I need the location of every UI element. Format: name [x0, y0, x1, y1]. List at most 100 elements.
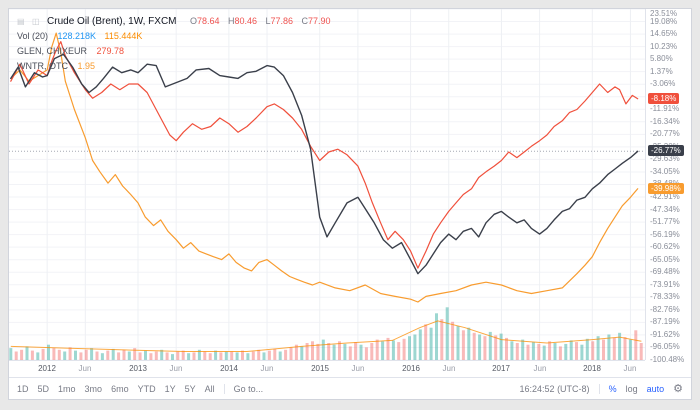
price-tick-label: -51.77% — [650, 217, 680, 227]
price-tick-label: -16.34% — [650, 116, 680, 126]
price-tick-label: 19.08% — [650, 16, 678, 26]
chart-plot-area[interactable]: ▤ ◫ Crude Oil (Brent), 1W, FXCM O78.64 H… — [9, 9, 645, 360]
volume-bar — [300, 346, 304, 360]
price-tick-label: -20.77% — [650, 129, 680, 139]
price-chart-canvas — [9, 9, 645, 360]
volume-bar — [548, 341, 552, 360]
volume-bar — [294, 344, 298, 360]
volume-bar — [639, 343, 643, 360]
volume-bar — [84, 349, 88, 360]
volume-bar — [262, 352, 266, 360]
bottom-toolbar: 1D 5D 1mo 3mo 6mo YTD 1Y 5Y All Go to... 16:24:52… — [9, 377, 691, 399]
volume-bar — [278, 351, 282, 360]
series-line — [10, 40, 639, 269]
range-button-5d[interactable]: 5D — [37, 383, 50, 394]
volume-bar — [154, 351, 158, 360]
range-button-5y[interactable]: 5Y — [184, 383, 196, 394]
range-button-1y[interactable]: 1Y — [164, 383, 176, 394]
toolbar-divider — [598, 383, 600, 394]
volume-bar — [542, 345, 546, 360]
price-tick-label: 23.51% — [650, 9, 678, 18]
volume-bar — [553, 343, 557, 360]
volume-bar — [364, 347, 368, 360]
price-tick-label: -29.63% — [650, 154, 680, 164]
range-buttons: 1D 5D 1mo 3mo 6mo YTD 1Y 5Y All Go to... — [17, 383, 272, 394]
volume-bar — [435, 313, 438, 360]
volume-bar — [354, 342, 358, 360]
price-tick-label: -56.19% — [650, 229, 680, 239]
range-button-all[interactable]: All — [204, 383, 215, 394]
volume-bar — [327, 343, 331, 360]
auto-scale-toggle[interactable]: auto — [646, 383, 665, 394]
volume-ma-line — [10, 320, 642, 352]
price-tick-label: -60.62% — [650, 242, 680, 252]
volume-bar — [585, 338, 589, 360]
range-button-6mo[interactable]: 6mo — [111, 383, 129, 394]
volume-bar — [472, 332, 476, 360]
range-button-3mo[interactable]: 3mo — [84, 383, 103, 394]
volume-bar — [52, 348, 56, 360]
range-button-1mo[interactable]: 1mo — [58, 383, 76, 394]
toolbar-divider — [223, 383, 225, 394]
volume-bar — [208, 353, 212, 360]
time-tick-label: 2018 — [583, 364, 601, 373]
price-axis[interactable]: 23.51% 19.08% 14.65% 10.23% 5.80% 1.37% -3.06%… — [645, 9, 691, 364]
price-tick-label: -82.76% — [650, 304, 680, 314]
time-axis[interactable]: 2012 Jun 2013 Jun 2014 Jun 2015 Jun 2016 Jun 2017 J… — [9, 360, 645, 377]
volume-bar — [316, 343, 320, 360]
volume-bar — [284, 349, 288, 360]
volume-bar — [408, 336, 411, 360]
volume-bar — [445, 307, 449, 360]
time-tick-label: Jun — [78, 364, 92, 373]
price-tick-label: 1.37% — [650, 66, 673, 76]
price-tick-label: -42.91% — [650, 192, 680, 202]
log-scale-toggle[interactable]: log — [625, 383, 638, 394]
goto-date-button[interactable]: Go to... — [233, 383, 264, 394]
volume-bar — [537, 343, 541, 360]
time-tick-label: Jun — [533, 364, 547, 373]
volume-bar — [224, 351, 228, 360]
volume-bar — [607, 334, 611, 360]
axis-settings-gear-icon[interactable]: ⚙ — [673, 383, 683, 395]
volume-bar — [558, 346, 562, 360]
volume-bar — [41, 348, 45, 360]
series-line — [10, 32, 639, 303]
range-button-1d[interactable]: 1D — [17, 383, 29, 394]
volume-bar — [348, 346, 352, 360]
clock[interactable]: 16:24:52 (UTC-8) — [519, 383, 590, 394]
volume-bar — [510, 341, 514, 360]
range-button-ytd[interactable]: YTD — [137, 383, 156, 394]
volume-bar — [122, 349, 126, 360]
volume-bar — [214, 350, 218, 360]
volume-bar — [440, 319, 444, 360]
volume-bar — [311, 341, 314, 360]
price-tick-label: -65.05% — [650, 254, 680, 264]
volume-bar — [515, 343, 519, 360]
volume-bar — [79, 352, 83, 360]
percent-scale-toggle[interactable]: % — [608, 383, 617, 394]
volume-bar — [521, 339, 525, 360]
volume-bar — [57, 349, 61, 360]
volume-bar — [203, 351, 207, 360]
volume-bar — [612, 337, 616, 360]
volume-bar — [138, 352, 142, 360]
price-tick-label: -87.19% — [650, 317, 680, 327]
volume-bar — [531, 342, 535, 360]
volume-bar — [111, 348, 115, 360]
volume-bar — [499, 333, 503, 360]
time-tick-label: 2013 — [129, 364, 147, 373]
volume-bar — [451, 321, 455, 360]
price-tick-label: -96.05% — [650, 342, 680, 352]
price-tick-label: -100.48% — [650, 355, 685, 364]
time-tick-label: 2014 — [220, 364, 238, 373]
volume-bar — [488, 331, 492, 360]
price-tick-label: 10.23% — [650, 41, 678, 51]
volume-bar — [251, 351, 255, 360]
volume-bar — [176, 351, 180, 360]
price-tick-label: 5.80% — [650, 54, 673, 64]
volume-bar — [230, 351, 234, 360]
time-tick-label: 2012 — [38, 364, 56, 373]
volume-bar — [359, 344, 363, 360]
price-tick-label: -11.91% — [650, 104, 680, 114]
price-badge: -26.77% — [648, 145, 684, 157]
